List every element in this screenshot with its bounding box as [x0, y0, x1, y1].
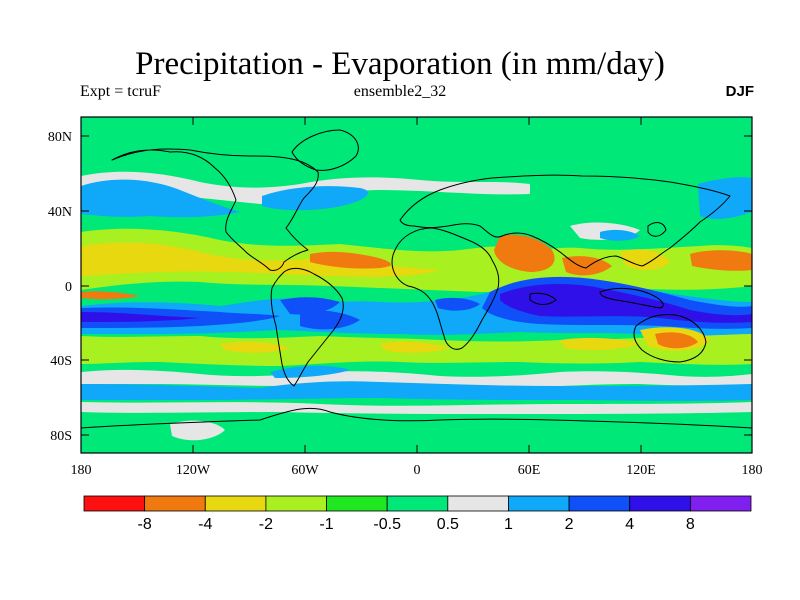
colorbar-swatch	[568, 495, 631, 512]
lon-label: 120W	[176, 463, 211, 478]
colorbar-swatch	[265, 495, 327, 512]
arabian-sea-orange	[494, 234, 555, 272]
n-subtropical-dry-belt	[81, 228, 752, 292]
east-asia-blue-patch	[600, 229, 640, 241]
n-atlantic-storm-track	[262, 186, 369, 211]
s-storm-track-blue	[81, 381, 752, 401]
lat-label: 80S	[50, 429, 72, 444]
colorbar-label: -4	[198, 516, 212, 533]
antarctica-coast	[81, 407, 752, 429]
lat-label: 0	[65, 280, 72, 295]
colorbar-label: 2	[565, 516, 574, 533]
lat-label: 80N	[48, 130, 72, 145]
colorbar-swatch	[689, 495, 752, 512]
n-pacific-storm-track	[81, 179, 240, 218]
colorbar-label: -2	[259, 516, 273, 533]
coastlines	[81, 129, 752, 429]
colorbar-swatch	[447, 495, 509, 512]
map-plot-area	[81, 117, 752, 453]
season-label: DJF	[725, 83, 754, 100]
colorbar: -8 -4 -2 -1 -0.5 0.5 1 2 4 8	[83, 495, 752, 533]
colorbar-swatch	[83, 495, 146, 512]
lon-label: 0	[414, 463, 421, 478]
ross-sea-light	[170, 420, 225, 441]
lon-label: 120E	[626, 463, 656, 478]
s-storm-track-light	[81, 369, 752, 388]
colorbar-label: -8	[138, 516, 152, 533]
lon-label: 60E	[518, 463, 541, 478]
map-title: Precipitation - Evaporation (in mm/day)	[135, 46, 665, 82]
eurasia-coast	[399, 174, 731, 269]
s-atlantic-yellow	[380, 341, 450, 353]
greenland-coast	[291, 129, 359, 171]
nw-pacific-orange	[690, 250, 752, 271]
nw-pacific-storm-track	[698, 177, 752, 219]
bay-of-bengal-orange	[562, 256, 612, 276]
ensemble-label: ensemble2_32	[353, 83, 447, 100]
lon-label: 180	[71, 463, 92, 478]
colorbar-swatch	[386, 495, 449, 512]
experiment-label: Expt = tcruF	[80, 83, 162, 100]
latitude-axis: 80N 40N 0 40S 80S	[48, 130, 752, 444]
colorbar-swatch	[326, 495, 388, 512]
indian-ocean-islands	[529, 292, 557, 305]
s-indian-yellow	[560, 337, 640, 351]
longitude-axis: 180 120W 60W 0 60E 120E 180	[71, 117, 763, 478]
lon-label: 180	[742, 463, 763, 478]
south-america-coast	[270, 267, 344, 387]
colorbar-label: 4	[625, 516, 634, 533]
drake-passage-blue	[270, 365, 350, 378]
southern-africa-wet	[435, 297, 480, 311]
colorbar-label: 8	[686, 516, 695, 533]
colorbar-label: 1	[504, 516, 513, 533]
antarctic-light-band	[81, 402, 752, 414]
amazon-wet-zone	[280, 297, 340, 315]
japan-coast	[647, 222, 667, 237]
se-pacific-yellow	[220, 341, 290, 353]
field-contours	[81, 171, 752, 441]
colorbar-swatch	[629, 495, 691, 512]
colorbar-swatch	[204, 495, 267, 512]
colorbar-label: 0.5	[437, 516, 459, 533]
atlantic-orange-patch	[310, 251, 391, 269]
lon-label: 60W	[291, 463, 319, 478]
africa-coast	[391, 227, 500, 350]
australia-orange	[655, 332, 698, 349]
lat-label: 40S	[50, 354, 72, 369]
pacific-itcz-core	[81, 312, 200, 322]
colorbar-label: -1	[319, 516, 333, 533]
n-pacific-yellow-belt	[81, 242, 440, 277]
indian-ocean-wet-core	[500, 284, 752, 323]
east-pacific-orange-patch	[81, 291, 140, 300]
south-china-sea-yellow	[620, 249, 670, 271]
lat-label: 40N	[48, 205, 72, 220]
colorbar-swatch	[144, 495, 206, 512]
maritime-continent-coast	[599, 287, 664, 309]
colorbar-label: -0.5	[373, 516, 401, 533]
colorbar-swatch	[508, 495, 570, 512]
australia-coast	[633, 313, 707, 363]
south-america-wet-core	[300, 310, 360, 330]
north-america-coast	[111, 148, 319, 271]
